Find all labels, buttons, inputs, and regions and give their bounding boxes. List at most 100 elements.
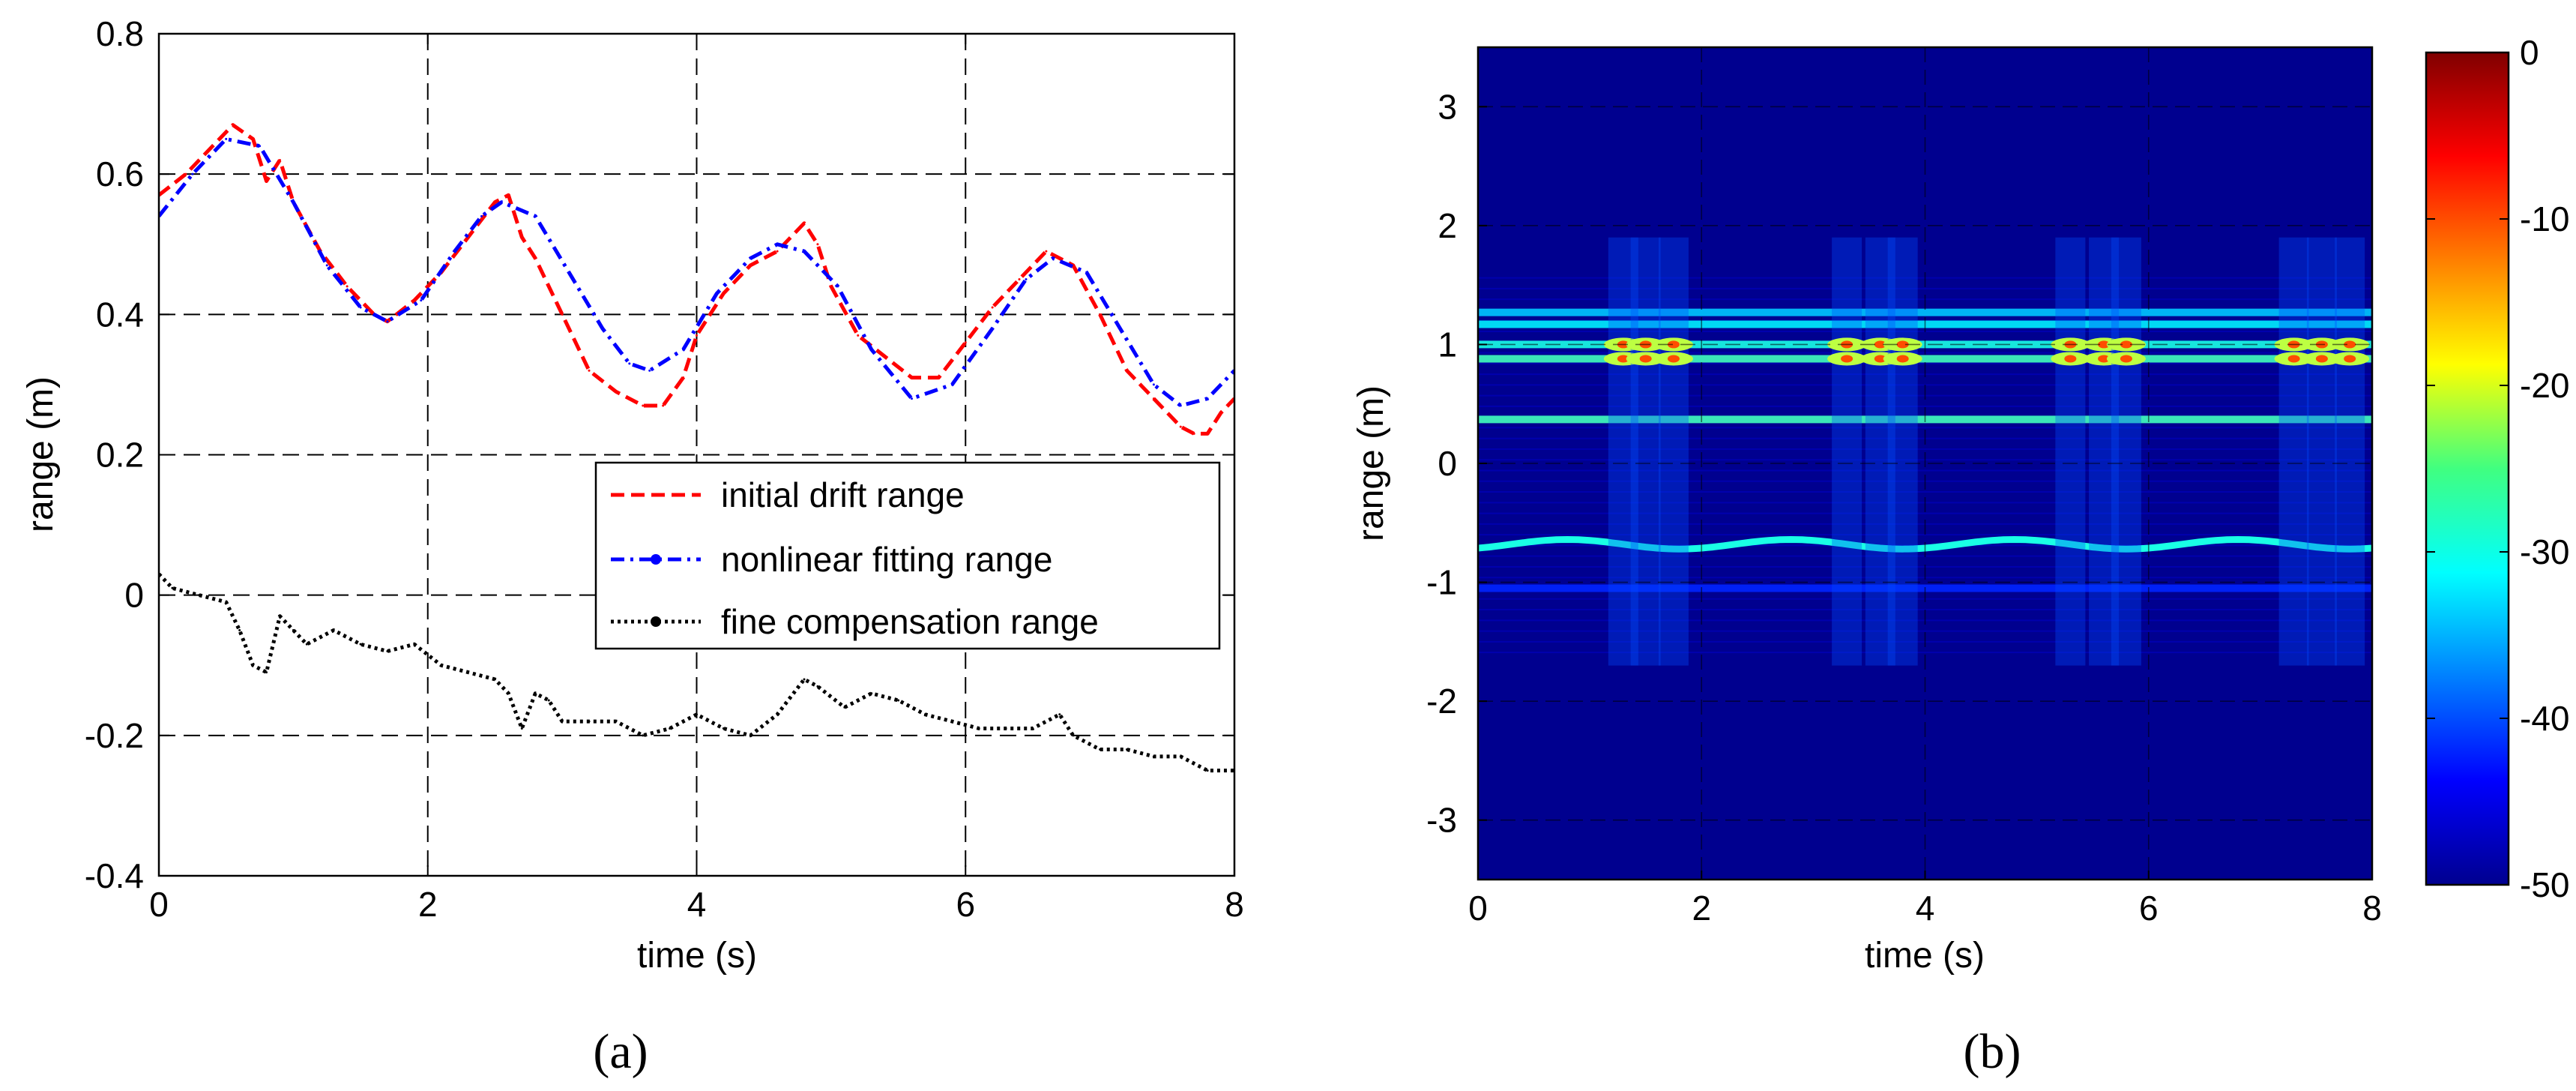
- data-point: [830, 285, 833, 288]
- data-point: [561, 313, 564, 316]
- chart-a-x-ticks: 0 2 4 6 8: [149, 34, 1244, 924]
- data-point: [238, 628, 241, 631]
- data-point: [252, 137, 255, 140]
- chart-a-x-tick-label: 2: [418, 885, 438, 924]
- colorbar-ticks: 0 -10 -20 -30 -40 -50: [2426, 33, 2569, 904]
- data-point: [507, 692, 510, 695]
- heatmap-hotspot: [1874, 340, 1886, 349]
- series-fine-compensation-range: [159, 572, 1234, 773]
- data-point: [648, 369, 651, 372]
- data-point: [520, 727, 523, 730]
- data-point: [493, 678, 496, 681]
- data-point: [950, 720, 953, 723]
- data-point: [776, 243, 779, 246]
- chart-b-y-tick-label: 2: [1438, 206, 1457, 245]
- heatmap-streak: [2055, 237, 2086, 666]
- data-point: [1179, 404, 1182, 407]
- data-point: [588, 369, 591, 372]
- data-point: [1004, 727, 1007, 730]
- chart-b-x-tick-label: 6: [2139, 889, 2159, 928]
- data-point: [278, 615, 281, 618]
- data-point: [843, 706, 846, 709]
- data-point: [749, 264, 752, 267]
- data-point: [346, 285, 349, 288]
- heatmap-streak: [1832, 237, 1862, 666]
- data-point: [662, 404, 665, 407]
- chart-a-y-tick-label: -0.2: [85, 716, 144, 755]
- legend-marker-nonlinear-fitting: [651, 554, 661, 565]
- data-point: [991, 306, 994, 309]
- colorbar-tick-label: -50: [2520, 865, 2569, 904]
- chart-b-y-label: range (m): [1351, 385, 1391, 541]
- data-point: [225, 137, 228, 140]
- data-point: [1099, 748, 1102, 751]
- chart-a-x-tick-label: 0: [149, 885, 169, 924]
- heatmap-streak: [2335, 237, 2365, 666]
- data-point: [278, 158, 281, 161]
- legend-label-fine-compensation: fine compensation range: [721, 602, 1099, 641]
- data-point: [715, 292, 718, 295]
- data-point: [642, 404, 645, 407]
- heatmap-streak: [1865, 237, 1895, 666]
- colorbar-tick-label: -40: [2520, 699, 2569, 738]
- chart-b-x-tick-label: 8: [2362, 889, 2382, 928]
- data-point: [520, 235, 523, 238]
- data-point: [1031, 727, 1034, 730]
- colorbar-tick-label: -30: [2520, 532, 2569, 571]
- data-point: [1206, 769, 1209, 772]
- data-point: [500, 201, 503, 204]
- chart-b-x-ticks: 0 2 4 6 8: [1468, 871, 2382, 928]
- data-point: [696, 334, 698, 337]
- chart-b-y-tick-label: 0: [1438, 444, 1457, 483]
- heatmap-hotspot: [2098, 340, 2111, 349]
- heatmap-streak: [1658, 237, 1689, 666]
- data-point: [292, 201, 295, 204]
- data-point: [1119, 327, 1122, 330]
- chart-a-y-label: range (m): [21, 376, 61, 532]
- data-point: [923, 713, 926, 716]
- chart-b-x-tick-label: 4: [1916, 889, 1935, 928]
- chart-a: 0 2 4 6 8 -0.4 -0.2 0 0.2 0.4 0.6 0.8 time (s) ran…: [21, 14, 1244, 1079]
- data-point: [467, 671, 470, 674]
- chart-a-legend: initial drift range nonlinear fitting ra…: [594, 461, 1221, 650]
- data-point: [1045, 250, 1048, 253]
- data-point: [493, 201, 496, 204]
- data-point: [1058, 713, 1061, 716]
- data-point: [534, 692, 537, 695]
- data-point: [184, 172, 187, 175]
- chart-a-x-tick-label: 4: [687, 885, 707, 924]
- data-point: [776, 250, 779, 253]
- data-point: [305, 643, 308, 646]
- heatmap-hotspot: [2344, 355, 2356, 363]
- colorbar-tick-label: -20: [2520, 366, 2569, 405]
- data-point: [232, 124, 235, 127]
- chart-a-x-label: time (s): [637, 936, 757, 976]
- chart-a-x-tick-label: 6: [956, 885, 975, 924]
- chart-b-y-tick-label: -2: [1426, 682, 1457, 721]
- data-point: [413, 643, 416, 646]
- data-point: [507, 193, 510, 196]
- data-point: [803, 250, 806, 253]
- colorbar-tick-label: -10: [2520, 199, 2569, 238]
- chart-b-y-tick-label: 1: [1438, 325, 1457, 364]
- data-point: [1179, 755, 1182, 758]
- data-point: [776, 713, 779, 716]
- chart-b-grid: [1478, 47, 2372, 880]
- data-point: [628, 362, 631, 365]
- data-point: [359, 643, 362, 646]
- data-point: [749, 256, 752, 259]
- chart-a-y-tick-label: 0.2: [96, 436, 144, 475]
- heatmap-hotspot: [1667, 355, 1680, 363]
- data-point: [1085, 271, 1088, 274]
- data-point: [1126, 369, 1128, 372]
- data-point: [803, 678, 806, 681]
- heatmap-hotspot: [2120, 355, 2132, 363]
- data-point: [252, 664, 255, 667]
- data-point: [682, 348, 685, 351]
- data-point: [1025, 278, 1028, 281]
- data-point: [836, 285, 839, 288]
- heatmap-streak: [1887, 237, 1918, 666]
- heatmap-hotspot: [2344, 340, 2356, 349]
- chart-b-x-tick-label: 0: [1468, 889, 1488, 928]
- data-point: [332, 628, 335, 631]
